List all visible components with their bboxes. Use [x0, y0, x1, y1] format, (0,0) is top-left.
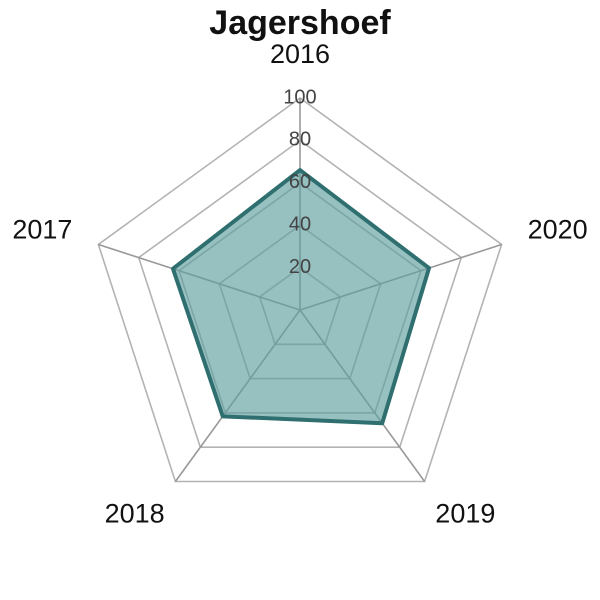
radial-tick-label: 100 [283, 86, 316, 108]
radial-tick-label: 40 [289, 213, 311, 235]
chart-title: Jagershoef [209, 4, 391, 42]
radial-tick-label: 20 [289, 256, 311, 278]
radial-tick-label: 60 [289, 171, 311, 193]
category-label-2018: 2018 [105, 499, 165, 529]
radial-tick-labels: 20 40 60 80 100 [283, 86, 316, 278]
radial-tick-label: 80 [289, 129, 311, 151]
category-label-2016: 2016 [270, 39, 330, 69]
series-area [170, 168, 432, 426]
grid-ring-80 [137, 139, 463, 449]
category-label-2020: 2020 [528, 215, 588, 245]
radar-series [170, 168, 432, 426]
category-labels: 2016 2017 2018 2019 2020 [12, 39, 587, 528]
category-label-2017: 2017 [12, 215, 72, 245]
grid-ring-100 [97, 97, 503, 483]
category-label-2019: 2019 [435, 499, 495, 529]
